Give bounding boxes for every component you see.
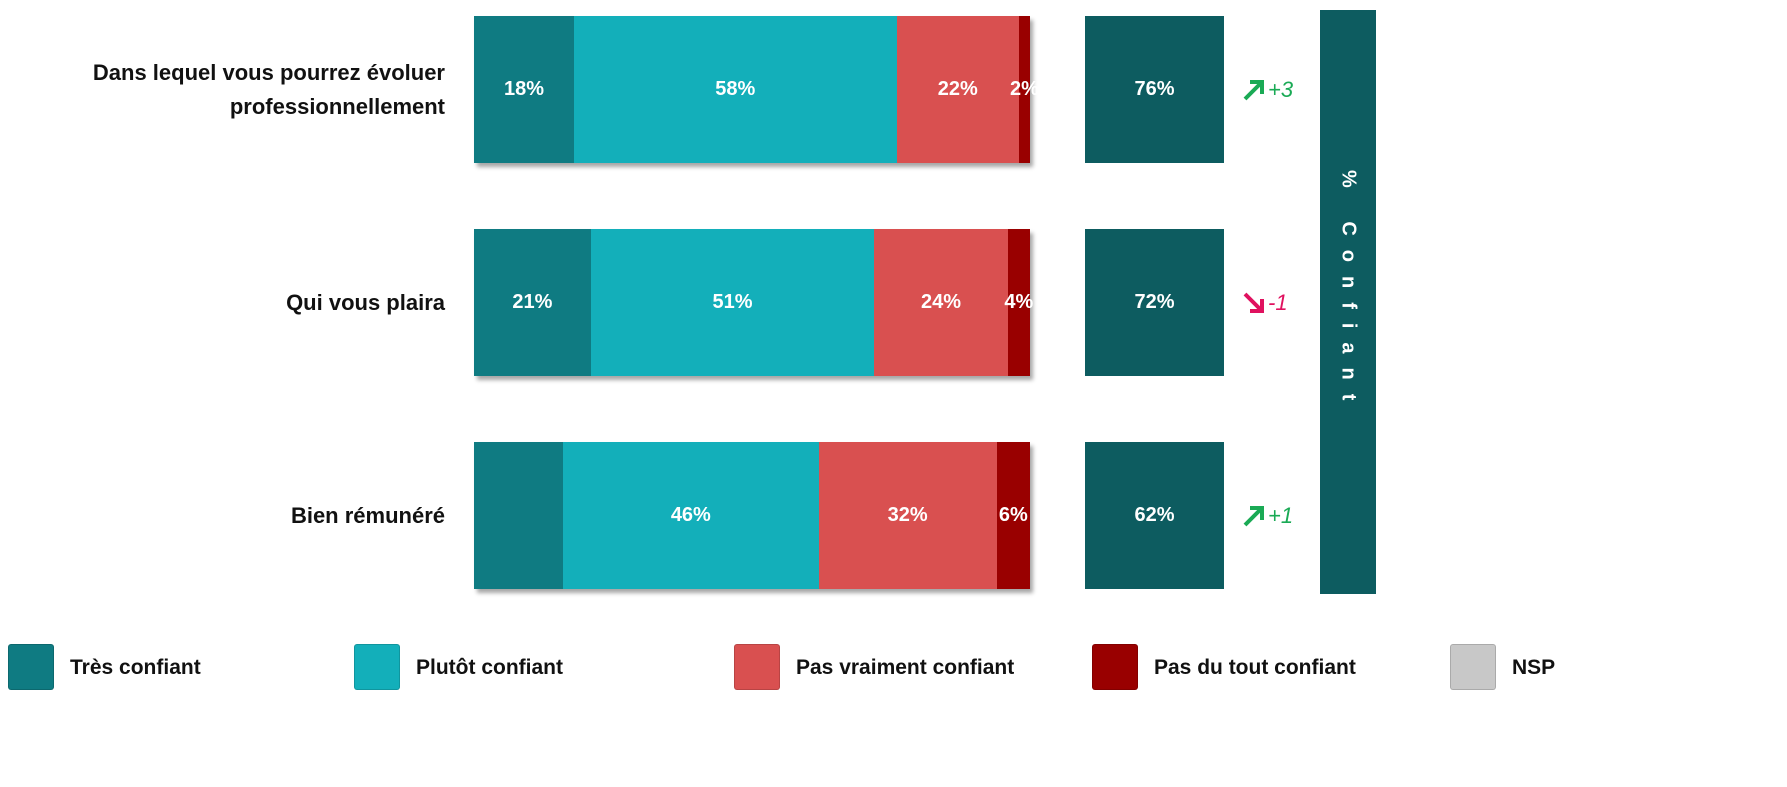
bar-segment [874, 229, 1008, 376]
bar-segment [474, 442, 563, 589]
data-label: 24% [921, 291, 962, 313]
legend-label: Plutôt confiant [416, 656, 563, 679]
data-label: 58% [715, 78, 756, 100]
legend-label: Pas vraiment confiant [796, 656, 1015, 679]
delta-arrow [1243, 505, 1264, 526]
total-header: % Confiant [1320, 10, 1376, 594]
data-label: 18% [504, 78, 545, 100]
category-label: Qui vous plaira [286, 289, 445, 315]
bar-segment [1007, 229, 1030, 376]
total-box: 76% [1085, 16, 1224, 163]
arrow-path [1243, 79, 1264, 100]
bar-segment [996, 442, 1030, 589]
legend-label: Pas du tout confiant [1154, 656, 1356, 679]
bar-segment [818, 442, 997, 589]
data-label: 46% [670, 504, 711, 526]
legend-swatch [8, 644, 54, 690]
arrow-path [1243, 505, 1264, 526]
category-label: Dans lequel vous pourrez évoluer profess… [92, 59, 445, 119]
bar-segment [562, 442, 819, 589]
bar-segment [474, 16, 575, 163]
data-label: 51% [712, 291, 753, 313]
delta-arrow [1243, 79, 1264, 100]
delta-label: -1 [1268, 289, 1288, 315]
delta: +3 [1242, 16, 1293, 163]
bar-segment [590, 229, 875, 376]
total-box: 72% [1085, 229, 1224, 376]
legend-swatch [1450, 644, 1496, 690]
bar-segment [1018, 16, 1030, 163]
data-label: 21% [512, 291, 553, 313]
delta: -1 [1242, 229, 1288, 376]
data-label: 32% [887, 504, 928, 526]
bar-segment [474, 229, 591, 376]
data-label: 2% [1009, 78, 1039, 100]
delta-label: +1 [1268, 502, 1294, 528]
legend-label: Très confiant [70, 656, 201, 679]
legend-label: NSP [1512, 656, 1556, 679]
bar-segment [896, 16, 1019, 163]
data-label: 6% [998, 504, 1028, 526]
category-label: Bien rémunéré [290, 502, 445, 528]
arrow-path [1243, 292, 1264, 313]
legend-swatch [354, 644, 400, 690]
total-box: 62% [1085, 442, 1224, 589]
data-label: 22% [937, 78, 978, 100]
legend-swatch [734, 644, 780, 690]
delta: +1 [1242, 442, 1293, 589]
delta-arrow [1243, 292, 1264, 313]
delta-label: +3 [1268, 76, 1294, 102]
bar-segment [574, 16, 897, 163]
legend-swatch [1092, 644, 1138, 690]
data-label: 4% [1004, 291, 1034, 313]
